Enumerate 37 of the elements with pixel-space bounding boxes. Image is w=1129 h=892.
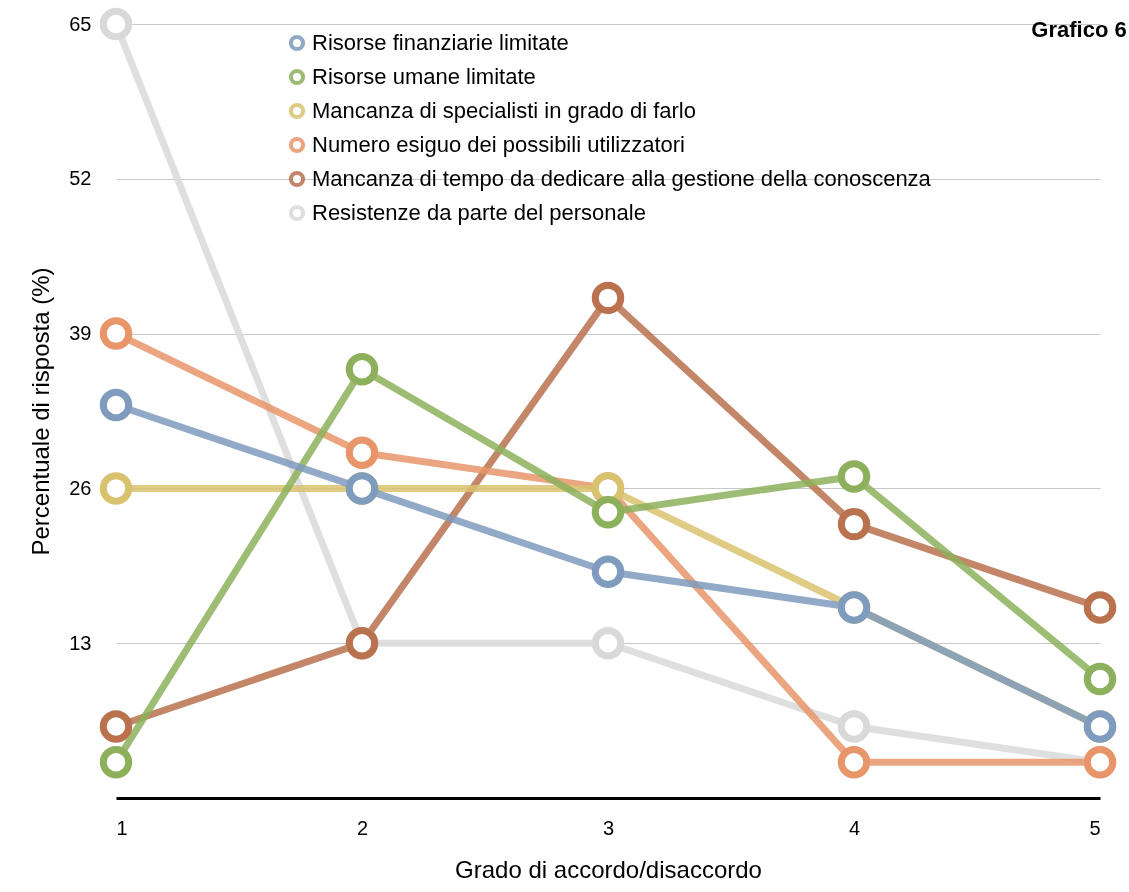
y-tick-label: 52	[69, 167, 92, 190]
point	[99, 746, 133, 779]
legend-label: Mancanza di tempo da dedicare alla gestione della conoscenza	[312, 166, 932, 191]
y-tick-label: 65	[69, 12, 92, 35]
point	[99, 7, 133, 41]
y-tick-label: 13	[69, 631, 92, 654]
legend-label: Mancanza di specialisti in grado di farlo	[312, 98, 696, 123]
point	[1083, 591, 1117, 624]
y-tick-label: 26	[69, 476, 92, 499]
point	[345, 436, 379, 469]
x-tick-label: 2	[356, 816, 369, 839]
legend-label: Resistenze da parte del personale	[312, 200, 646, 225]
point	[591, 281, 625, 315]
x-tick-label: 4	[848, 816, 861, 839]
point	[837, 460, 871, 493]
legend-label: Risorse finanziarie limitate	[312, 30, 569, 55]
point	[99, 472, 133, 505]
legend-label: Numero esiguo dei possibili utilizzatori	[312, 132, 685, 157]
point	[99, 388, 133, 422]
point	[591, 555, 625, 588]
point	[99, 710, 133, 743]
point	[591, 495, 625, 529]
point	[837, 710, 871, 743]
chart-title: Grafico 6	[1031, 17, 1127, 43]
legend-label: Risorse umane limitate	[312, 64, 536, 89]
x-axis-title: Grado di accordo/disaccordo	[455, 855, 762, 883]
point	[837, 507, 871, 541]
point	[837, 746, 871, 779]
y-axis-title: Percentuale di risposta (%)	[27, 267, 55, 556]
point	[591, 626, 625, 660]
point	[99, 317, 133, 350]
x-tick-label: 3	[602, 816, 615, 839]
x-tick-label: 5	[1089, 816, 1101, 839]
point	[1083, 662, 1117, 696]
point	[345, 353, 379, 386]
x-tick-label: 1	[116, 816, 128, 839]
y-tick-label: 39	[69, 322, 92, 345]
